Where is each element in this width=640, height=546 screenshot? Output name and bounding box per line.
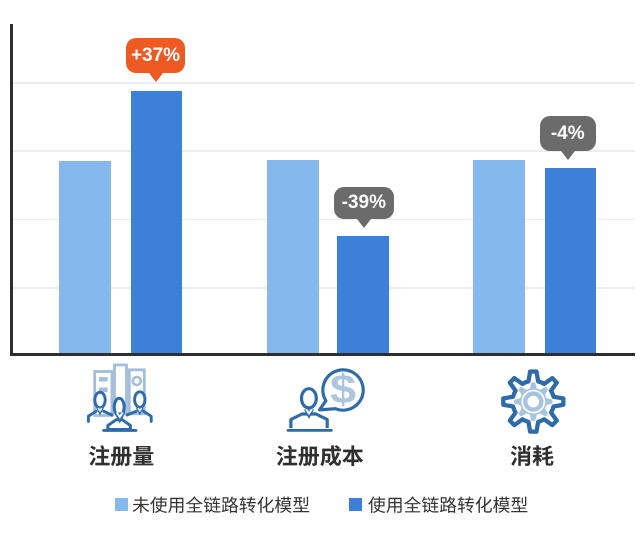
svg-text:$: $ <box>330 367 356 413</box>
